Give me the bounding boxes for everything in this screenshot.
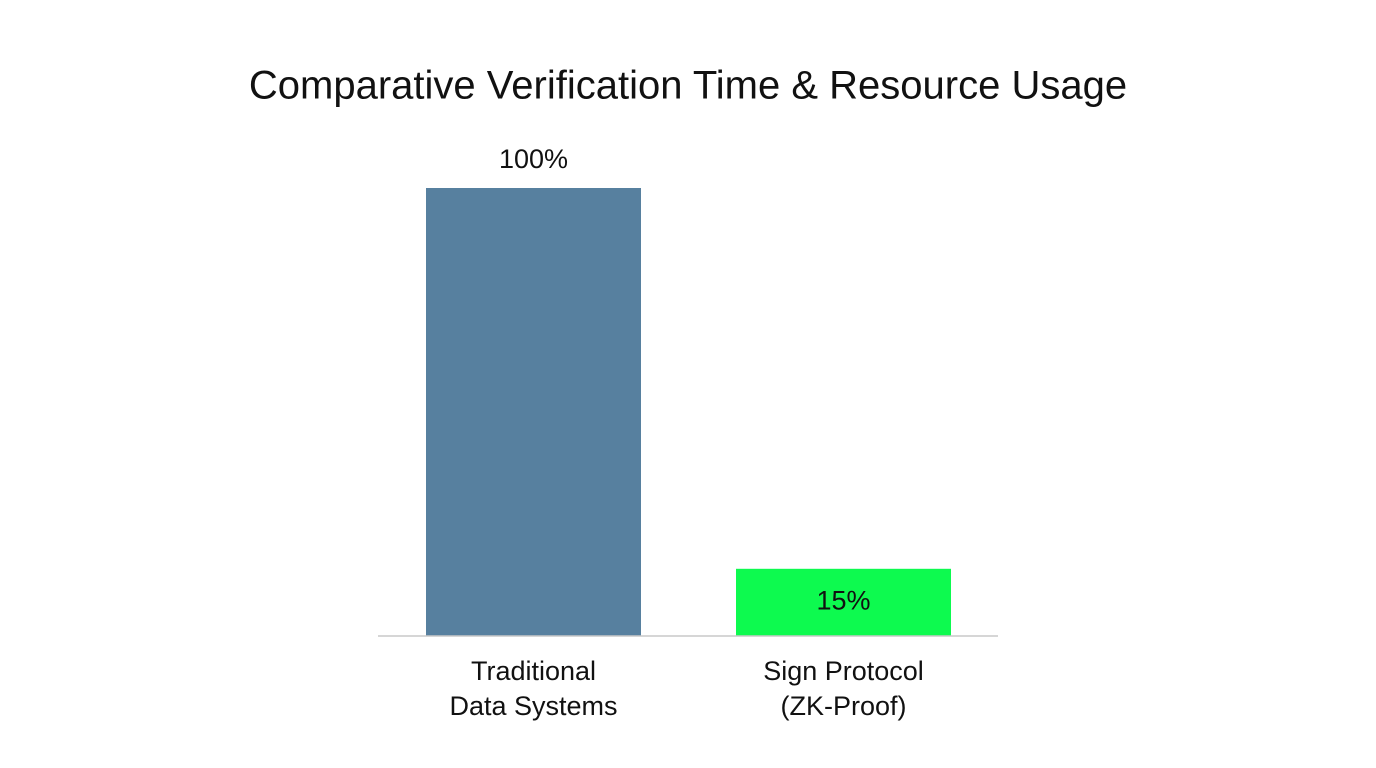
x-tick-label: (ZK-Proof)	[780, 691, 906, 721]
bar	[426, 188, 641, 636]
bar	[736, 568, 951, 636]
value-label: 100%	[499, 144, 568, 174]
x-tick-label: Traditional	[471, 656, 596, 686]
x-tick-label: Data Systems	[449, 691, 617, 721]
chart-title: Comparative Verification Time & Resource…	[249, 64, 1127, 108]
value-label: 15%	[816, 586, 870, 616]
x-tick-label: Sign Protocol	[763, 656, 924, 686]
